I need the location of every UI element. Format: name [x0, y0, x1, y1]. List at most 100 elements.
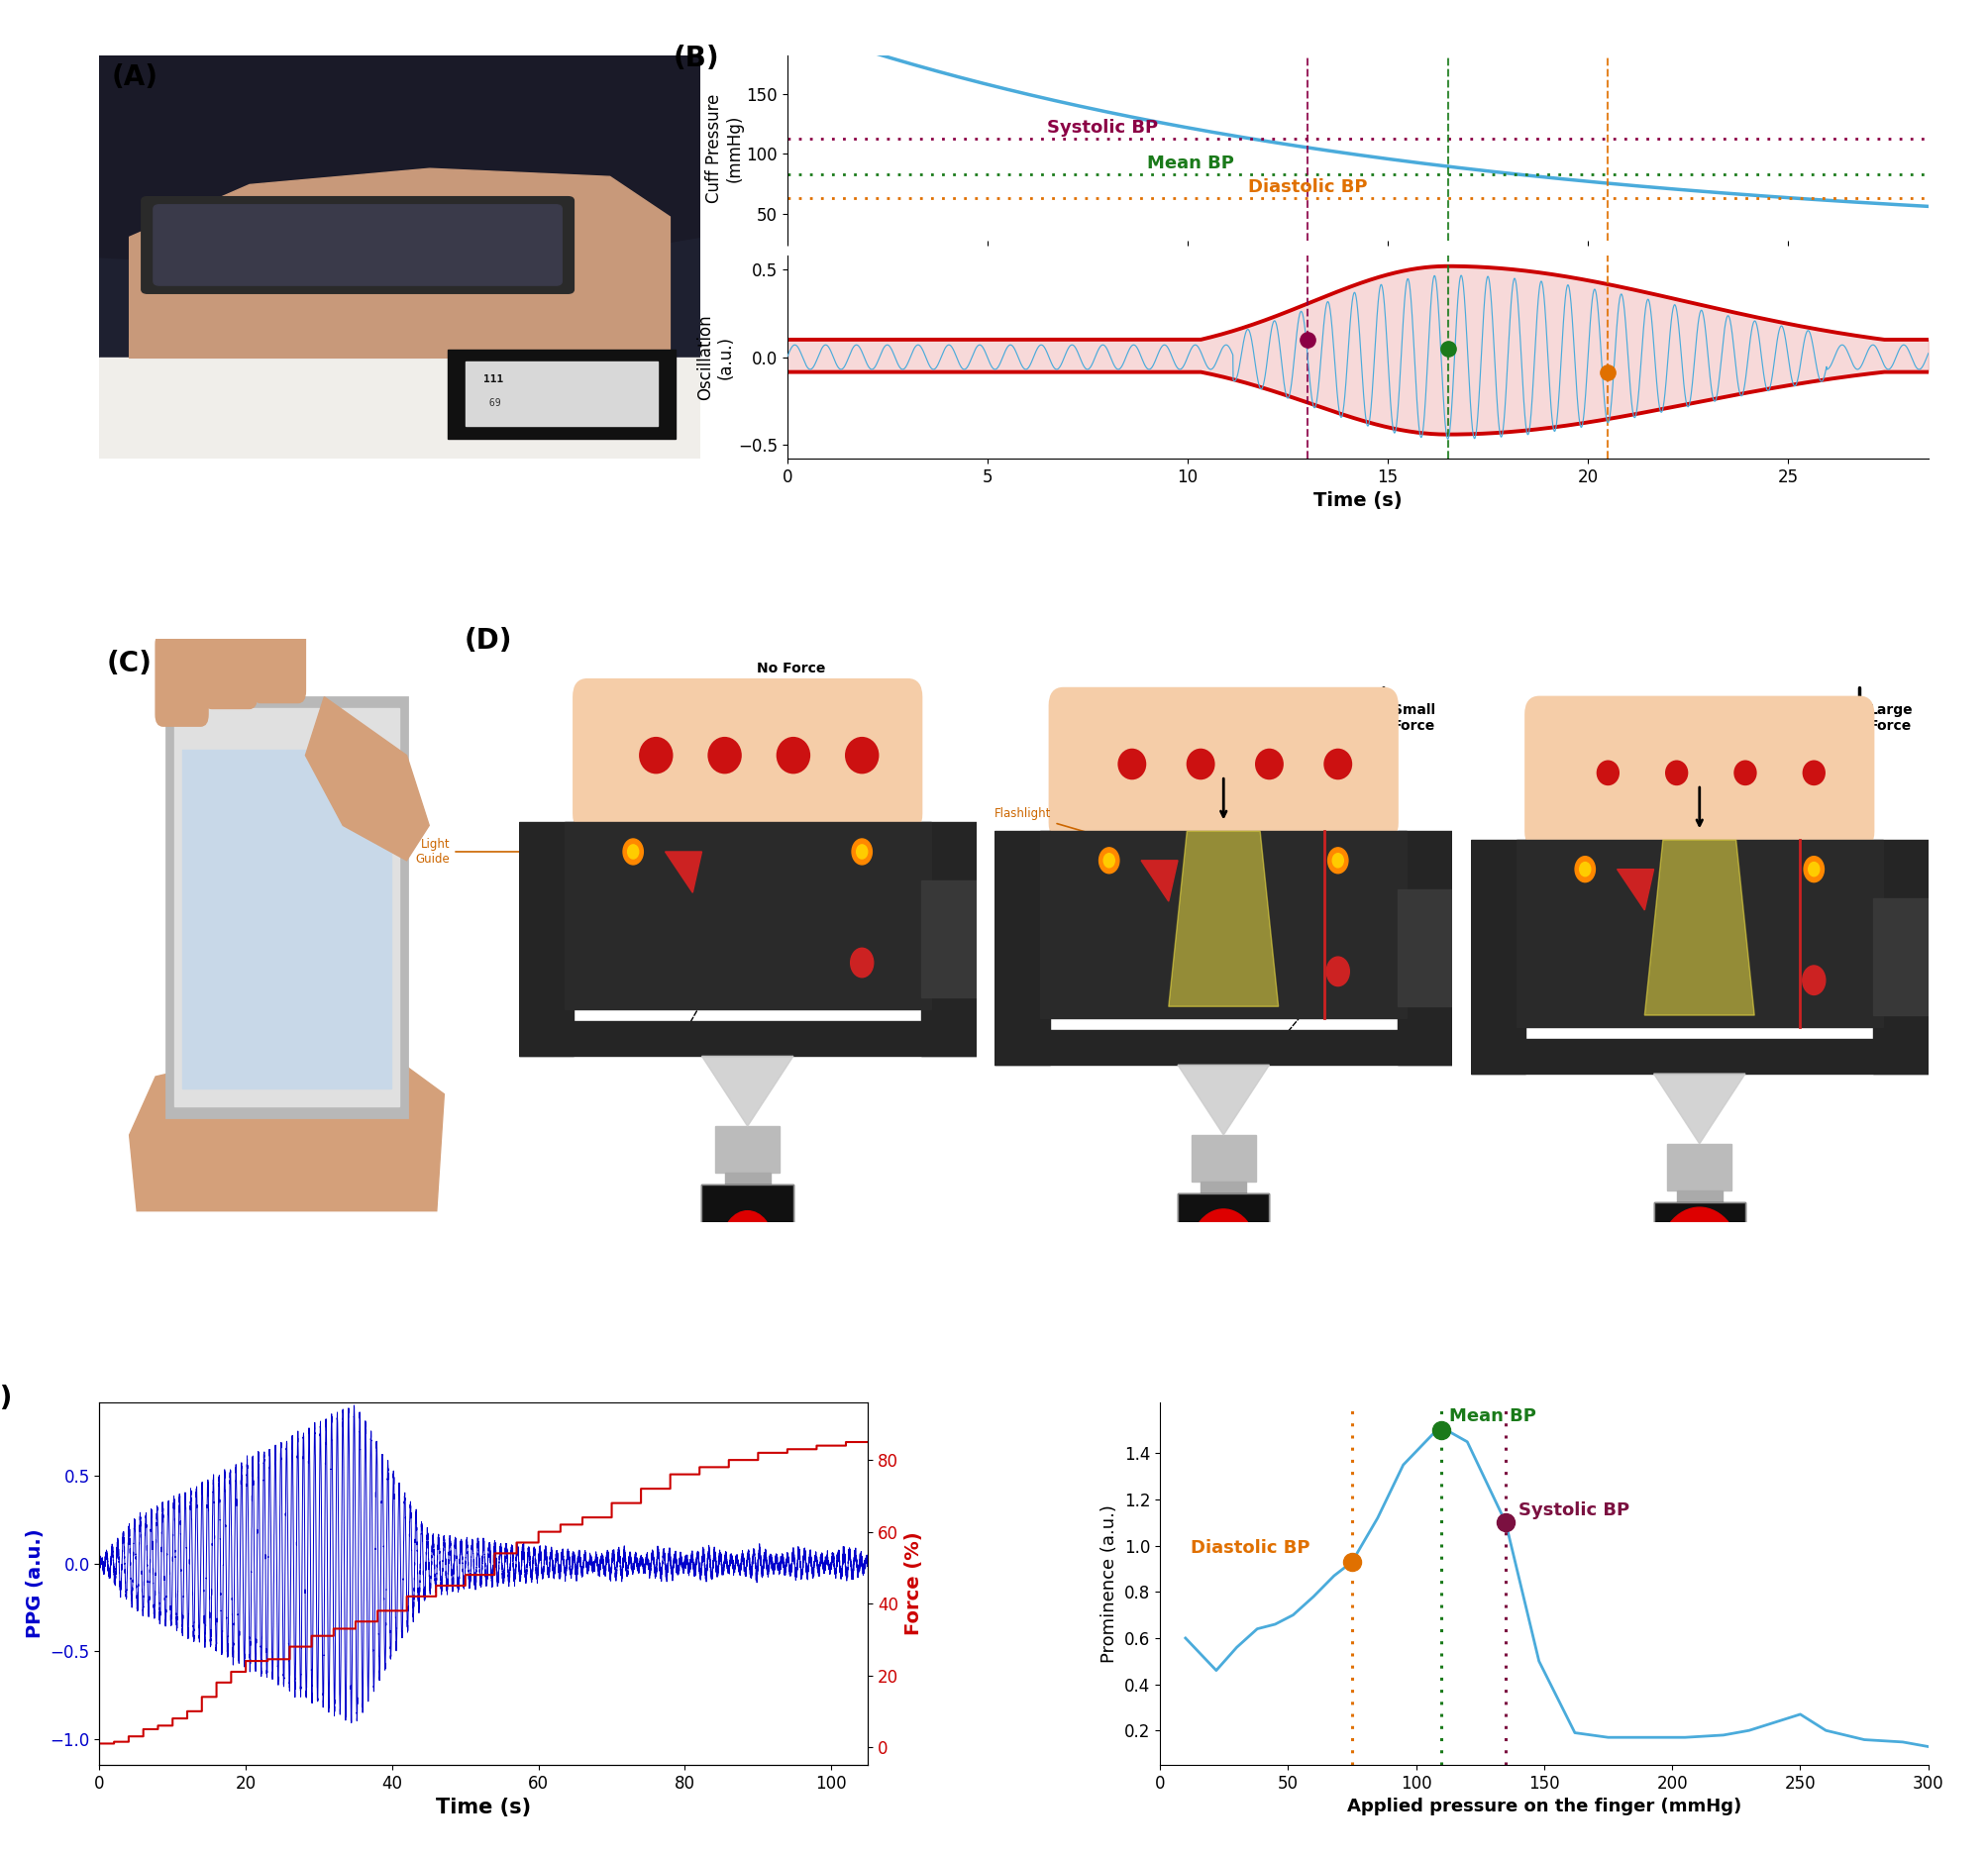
- Bar: [1177, 1193, 1268, 1310]
- Circle shape: [722, 1211, 773, 1275]
- Bar: [1676, 1191, 1722, 1219]
- Ellipse shape: [1598, 762, 1618, 784]
- FancyBboxPatch shape: [155, 634, 209, 726]
- Polygon shape: [1616, 870, 1654, 910]
- Text: Large
Force: Large Force: [1869, 702, 1912, 732]
- Bar: [726, 1172, 771, 1202]
- Bar: [519, 1022, 976, 1055]
- Bar: [1471, 840, 1525, 1074]
- Bar: [1191, 1135, 1256, 1182]
- FancyBboxPatch shape: [575, 680, 922, 831]
- Circle shape: [628, 845, 638, 858]
- Circle shape: [851, 948, 873, 977]
- FancyBboxPatch shape: [153, 204, 563, 286]
- Text: Mean BP: Mean BP: [1147, 154, 1235, 173]
- Bar: [1398, 831, 1453, 1065]
- Text: 69: 69: [483, 398, 501, 409]
- Ellipse shape: [1803, 762, 1825, 784]
- Ellipse shape: [1187, 749, 1215, 779]
- Circle shape: [1332, 853, 1344, 868]
- FancyBboxPatch shape: [1050, 687, 1398, 840]
- Bar: [1668, 1145, 1732, 1191]
- Ellipse shape: [1119, 749, 1145, 779]
- Text: Mean BP: Mean BP: [1449, 1407, 1537, 1425]
- Circle shape: [1574, 857, 1594, 883]
- Text: (C): (C): [107, 650, 153, 678]
- Bar: [1040, 831, 1408, 1018]
- Bar: [465, 362, 658, 425]
- Y-axis label: PPG (a.u.): PPG (a.u.): [26, 1529, 44, 1639]
- Polygon shape: [129, 169, 670, 359]
- Bar: [167, 697, 408, 1117]
- FancyBboxPatch shape: [141, 197, 575, 294]
- FancyBboxPatch shape: [205, 615, 256, 708]
- Text: Light
Guide: Light Guide: [415, 838, 628, 866]
- Text: Diastolic BP: Diastolic BP: [1248, 178, 1368, 197]
- Bar: [716, 1126, 779, 1172]
- Bar: [1873, 840, 1928, 1074]
- Circle shape: [1658, 1208, 1741, 1314]
- Bar: [994, 831, 1050, 1065]
- Bar: [1471, 1039, 1928, 1074]
- Text: (B): (B): [674, 45, 720, 72]
- Text: (A): (A): [111, 63, 157, 91]
- X-axis label: Applied pressure on the finger (mmHg): Applied pressure on the finger (mmHg): [1348, 1799, 1741, 1815]
- Bar: [175, 708, 400, 1106]
- Bar: [565, 823, 930, 1009]
- Ellipse shape: [1666, 762, 1688, 784]
- Polygon shape: [666, 851, 702, 892]
- Polygon shape: [1141, 860, 1177, 901]
- Circle shape: [1580, 862, 1590, 877]
- Ellipse shape: [847, 738, 879, 773]
- Text: Small
Force: Small Force: [1394, 702, 1435, 732]
- Bar: [922, 881, 976, 998]
- Bar: [1654, 1202, 1745, 1319]
- Text: 111: 111: [483, 373, 503, 385]
- Circle shape: [853, 838, 873, 864]
- Circle shape: [1326, 957, 1350, 987]
- Polygon shape: [99, 56, 700, 277]
- Polygon shape: [1169, 831, 1278, 1007]
- Bar: [702, 1185, 793, 1301]
- Circle shape: [1803, 857, 1825, 883]
- Polygon shape: [1177, 1065, 1268, 1135]
- Y-axis label: Force (%): Force (%): [905, 1533, 922, 1635]
- Ellipse shape: [1324, 749, 1352, 779]
- X-axis label: Time (s): Time (s): [1314, 492, 1402, 511]
- Ellipse shape: [640, 738, 672, 773]
- Bar: [1873, 899, 1928, 1014]
- Bar: [1398, 890, 1453, 1007]
- Text: (D): (D): [463, 626, 511, 654]
- Polygon shape: [1644, 840, 1755, 1014]
- Text: Flashlight: Flashlight: [994, 808, 1219, 871]
- Bar: [702, 1185, 793, 1301]
- Circle shape: [1099, 847, 1119, 873]
- X-axis label: Time (s): Time (s): [435, 1799, 531, 1817]
- Y-axis label: Oscillation
(a.u.): Oscillation (a.u.): [696, 314, 736, 399]
- Polygon shape: [702, 1055, 793, 1126]
- Text: Imaging
Path: Imaging Path: [656, 925, 746, 1055]
- Polygon shape: [306, 697, 429, 860]
- Bar: [447, 349, 676, 438]
- Text: Diastolic BP: Diastolic BP: [1191, 1538, 1310, 1557]
- Circle shape: [1803, 966, 1825, 994]
- Text: Systolic BP: Systolic BP: [1519, 1501, 1630, 1520]
- Bar: [1177, 1193, 1268, 1310]
- Polygon shape: [1654, 1074, 1745, 1145]
- Text: No Force: No Force: [757, 661, 825, 676]
- Polygon shape: [129, 305, 489, 359]
- Ellipse shape: [1736, 762, 1755, 784]
- Text: Systolic BP: Systolic BP: [1048, 119, 1159, 136]
- Circle shape: [857, 845, 867, 858]
- FancyBboxPatch shape: [1525, 697, 1873, 849]
- Circle shape: [1328, 847, 1348, 873]
- FancyBboxPatch shape: [252, 609, 306, 702]
- Text: (E): (E): [0, 1384, 12, 1412]
- Ellipse shape: [777, 738, 809, 773]
- Ellipse shape: [708, 738, 742, 773]
- Bar: [922, 823, 976, 1055]
- Polygon shape: [129, 1048, 443, 1211]
- Bar: [1517, 840, 1883, 1027]
- Y-axis label: Prominence (a.u.): Prominence (a.u.): [1101, 1505, 1119, 1663]
- Circle shape: [622, 838, 644, 864]
